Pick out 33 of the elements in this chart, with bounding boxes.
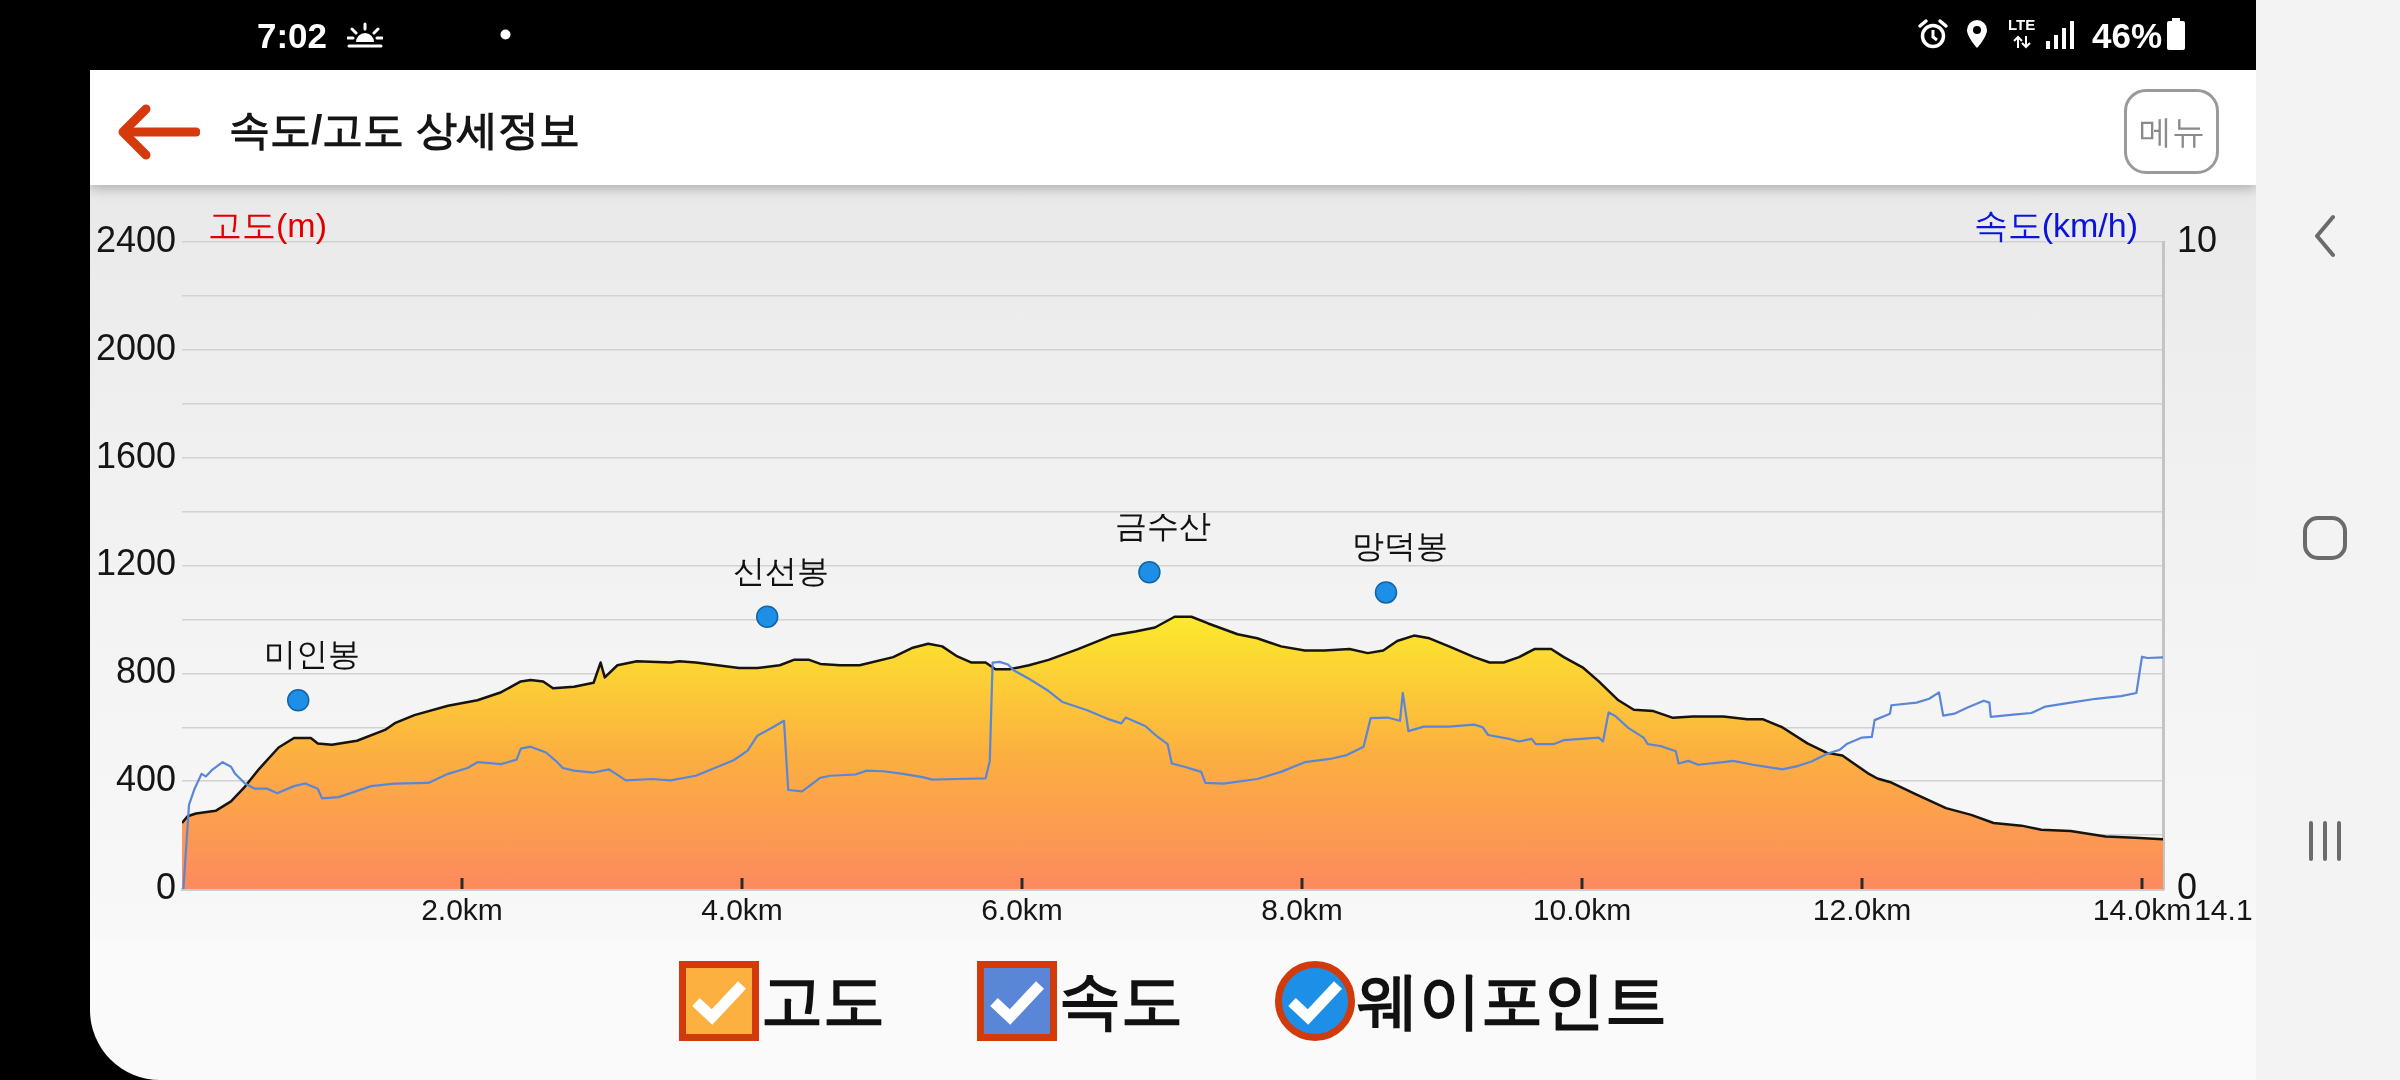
annotation: 금수산 xyxy=(1115,508,1212,545)
x-tick-label: 4.0km xyxy=(701,893,783,927)
text: 7:02 xyxy=(257,15,328,57)
y-tick-label: 800 xyxy=(115,650,176,692)
y-tick-label: 400 xyxy=(115,758,176,800)
text: LTE xyxy=(2008,16,2036,33)
annotation: 미인봉 xyxy=(264,636,361,673)
point xyxy=(1138,560,1161,584)
point xyxy=(286,689,310,712)
annotation: 망덕봉 xyxy=(1352,528,1448,565)
x-tick-label: 12.0km xyxy=(1812,893,1912,927)
y2-axis-title: 속도(km/h) xyxy=(1973,206,2138,245)
text: 14.1 xyxy=(2194,893,2253,927)
y-tick-label: 1600 xyxy=(95,434,176,476)
x-tick-label: 8.0km xyxy=(1261,893,1343,927)
point xyxy=(1374,581,1398,604)
text: 46% xyxy=(2092,15,2163,57)
y-tick-label: 2400 xyxy=(95,218,176,260)
y-tick-label: 2000 xyxy=(95,326,176,368)
y-axis-title: 고도(m) xyxy=(208,206,327,245)
x-tick-label: 10.0km xyxy=(1532,893,1632,927)
point xyxy=(755,605,779,628)
chart-title: 속도/고도 상세정보 xyxy=(229,106,580,154)
legend-label: 고도 xyxy=(761,965,885,1037)
y-tick-label: 0 xyxy=(155,865,176,907)
y2-tick-label: 10 xyxy=(2177,218,2218,260)
legend-label: 속도 xyxy=(1059,965,1183,1037)
legend-label: 웨이포인트 xyxy=(1357,965,1667,1037)
annotation: 신선봉 xyxy=(733,552,830,589)
menu-button: 메뉴 xyxy=(2124,89,2219,174)
x-tick-label: 2.0km xyxy=(421,893,503,927)
x-tick-label: 6.0km xyxy=(981,893,1063,927)
y-tick-label: 1200 xyxy=(95,542,176,584)
